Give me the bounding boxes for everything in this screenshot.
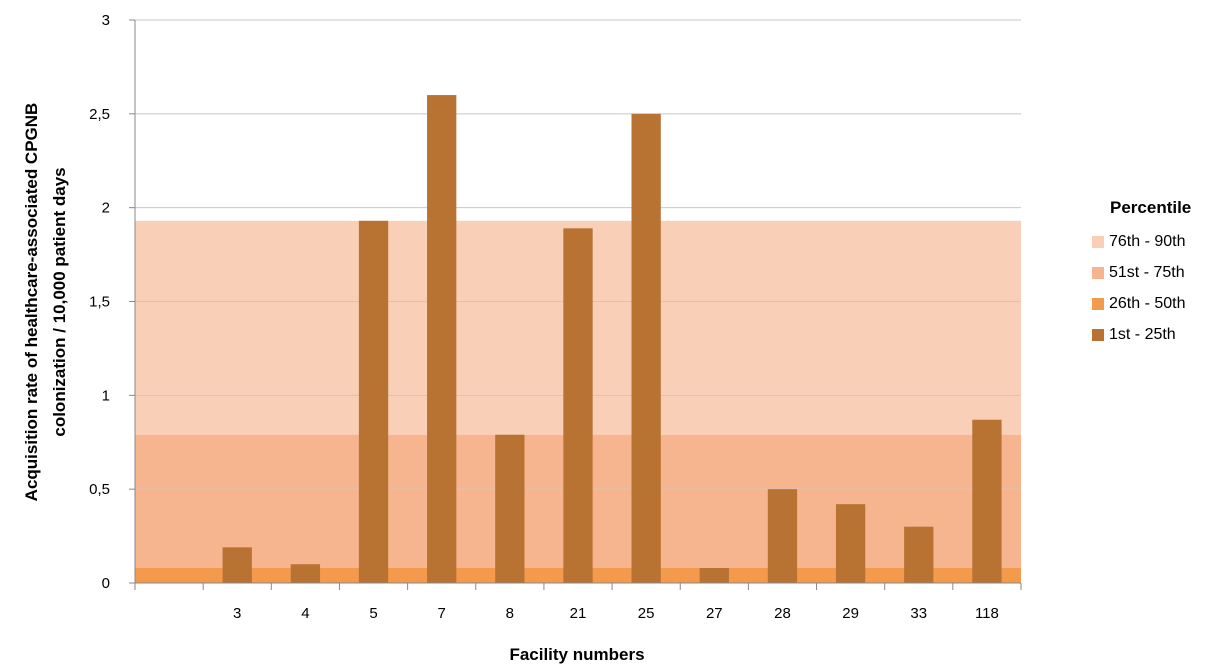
x-tick-label: 3	[233, 605, 241, 622]
y-axis-title: Acquisition rate of healthcare-associate…	[22, 103, 69, 502]
bar-facility-8	[495, 434, 525, 583]
bar-facility-27	[699, 567, 729, 583]
x-tick-label: 5	[369, 605, 377, 622]
x-tick-label: 7	[438, 605, 446, 622]
legend-label-76th-90th: 76th - 90th	[1109, 233, 1186, 250]
x-tick-label: 29	[842, 605, 859, 622]
bar-facility-118	[972, 419, 1002, 583]
legend-item-76th-90th: 76th - 90th	[1092, 232, 1191, 252]
bar-facility-29	[835, 504, 866, 583]
x-tick-labels: 3 4 5 7 8 21 25 27 28 29 33 118	[233, 605, 999, 622]
y-tick-label: 1	[102, 387, 110, 404]
x-tick-label: 4	[301, 605, 309, 622]
x-tick-label: 118	[975, 605, 999, 622]
x-tick-label: 28	[774, 605, 791, 622]
y-tick-labels: 0 0,5 1 1,5 2 2,5 3	[89, 12, 110, 592]
x-axis-title: Facility numbers	[509, 645, 644, 664]
y-tick-label: 3	[102, 12, 110, 29]
legend: Percentile 76th - 90th 51st - 75th 26th …	[1092, 198, 1191, 356]
y-tick-label: 2,5	[89, 106, 110, 123]
legend-swatch-51st-75th	[1092, 267, 1104, 279]
bar-facility-5	[358, 220, 389, 583]
x-tick-label: 33	[910, 605, 927, 622]
x-tick-label: 27	[706, 605, 723, 622]
axes	[134, 20, 1022, 590]
legend-swatch-1st-25th	[1092, 329, 1104, 341]
y-axis-title-line-2: colonization / 10,000 patient days	[50, 167, 69, 436]
y-axis-title-line-1: Acquisition rate of healthcare-associate…	[22, 103, 41, 502]
bar-facility-33	[904, 526, 934, 583]
bar-facility-25	[631, 113, 661, 583]
legend-label-51st-75th: 51st - 75th	[1109, 264, 1185, 281]
x-tick-label: 21	[570, 605, 587, 622]
y-tick-label: 2	[102, 200, 110, 217]
bar-facility-4	[290, 564, 321, 583]
bar-facility-3	[222, 547, 252, 583]
bar-facility-7	[427, 95, 457, 584]
x-tick-label: 8	[506, 605, 514, 622]
bar-facility-28	[767, 489, 798, 583]
bar-facility-21	[563, 228, 593, 583]
y-tick-label: 0,5	[89, 481, 110, 498]
y-tick-label: 1,5	[89, 294, 110, 311]
legend-item-26th-50th: 26th - 50th	[1092, 294, 1191, 314]
legend-title: Percentile	[1110, 198, 1192, 217]
legend-swatch-76th-90th	[1092, 236, 1104, 248]
legend-label-1st-25th: 1st - 25th	[1109, 326, 1176, 343]
x-tick-label: 25	[638, 605, 655, 622]
y-tick-label: 0	[102, 575, 110, 592]
legend-swatch-26th-50th	[1092, 298, 1104, 310]
bars	[222, 95, 1002, 584]
legend-label-26th-50th: 26th - 50th	[1109, 295, 1186, 312]
legend-item-51st-75th: 51st - 75th	[1092, 263, 1191, 283]
legend-item-1st-25th: 1st - 25th	[1092, 325, 1191, 345]
